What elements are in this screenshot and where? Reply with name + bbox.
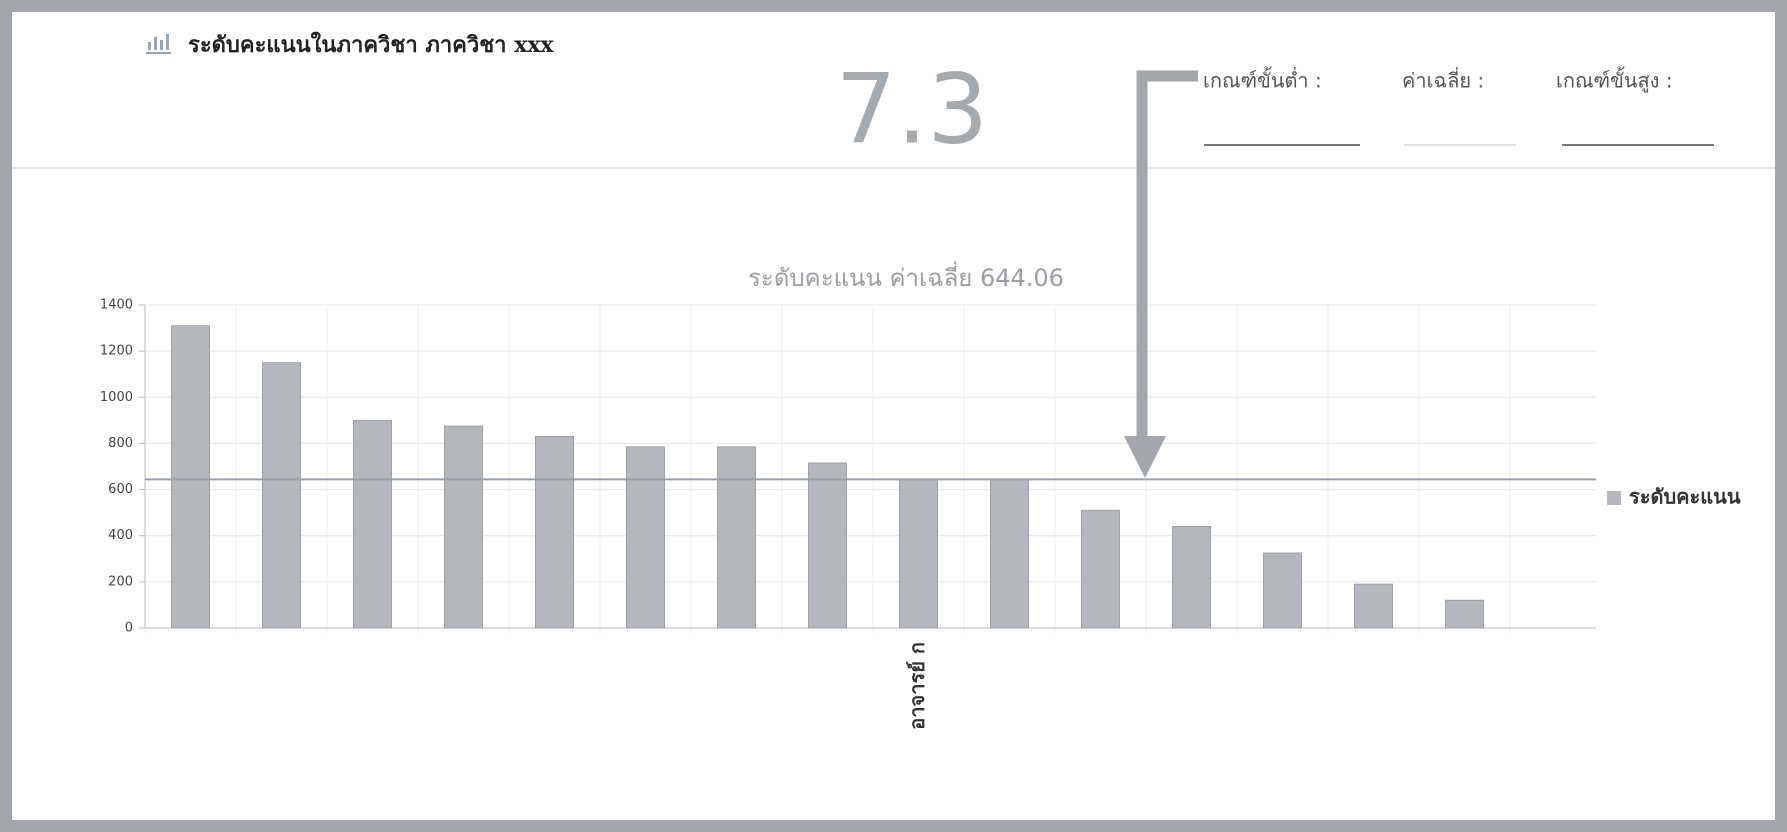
legend-label: ระดับคะแนน — [1629, 485, 1741, 509]
bar — [1172, 525, 1211, 629]
panel-title: ระดับคะแนนในภาควิชา ภาควิชา xxx — [188, 31, 554, 58]
y-tick-label: 1400 — [100, 298, 133, 313]
bar — [444, 425, 483, 629]
bar — [262, 362, 301, 629]
bar — [626, 446, 665, 629]
chart-icon — [146, 34, 171, 54]
score: 7.3 — [836, 53, 989, 165]
y-tick-label: 400 — [108, 528, 133, 543]
bar — [717, 446, 756, 629]
legend-swatch — [1607, 491, 1621, 505]
bar — [171, 325, 210, 629]
annotation-arrowhead — [1124, 436, 1166, 478]
bar — [353, 419, 392, 629]
criteria-label: เกณฑ์ขั้นสูง : — [1556, 67, 1673, 94]
annotation-arrow — [1136, 70, 1198, 460]
y-tick-label: 800 — [108, 436, 133, 451]
bar — [1354, 583, 1393, 629]
criteria-label: ค่าเฉลี่ย : — [1402, 67, 1484, 93]
bar — [808, 462, 847, 629]
bar — [535, 436, 574, 629]
chart-title: ระดับคะแนน ค่าเฉลี่ย 644.06 — [748, 261, 1064, 292]
y-tick-label: 600 — [108, 482, 133, 497]
bar — [899, 478, 938, 629]
plot: 0 200 400 600 800 1000 1200 1400 อาจารย์ ก ระดับค… — [100, 298, 1741, 730]
bar — [990, 478, 1029, 629]
bar — [1263, 552, 1302, 629]
y-tick-label: 200 — [108, 574, 133, 589]
x-tick-label: อาจารย์ ก — [905, 642, 929, 730]
bar — [1445, 599, 1484, 629]
y-tick-label: 1000 — [100, 390, 133, 405]
y-tick-label: 0 — [125, 621, 133, 636]
y-tick-label: 1200 — [100, 344, 133, 359]
criteria-label: เกณฑ์ขั้นต่ำ : — [1203, 67, 1322, 93]
bar — [1081, 509, 1120, 629]
